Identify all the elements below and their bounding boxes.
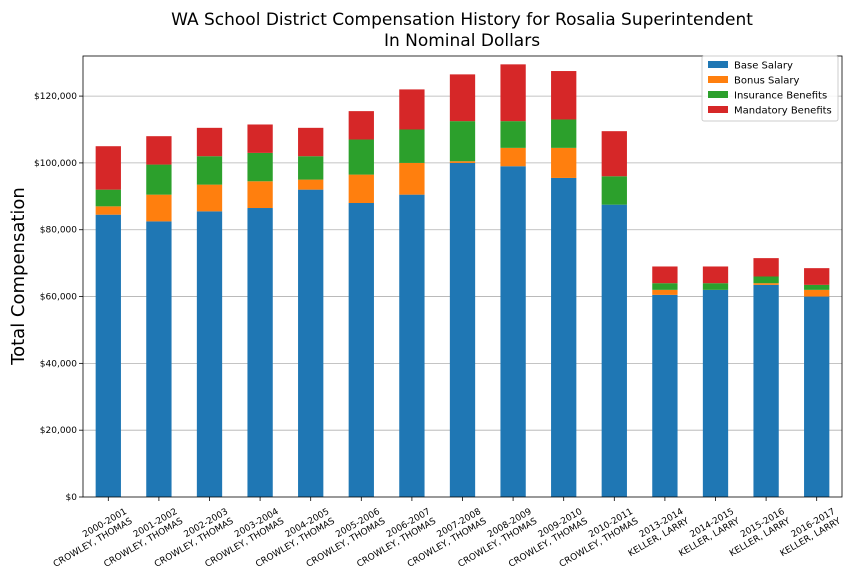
bar-segment: [449, 121, 476, 162]
bar-segment: [500, 121, 526, 148]
bar-segment: [298, 179, 324, 190]
bar-segment: [95, 214, 121, 497]
bar-stack: [652, 266, 678, 497]
bar-stack: [146, 136, 172, 497]
bar-segment: [399, 129, 425, 163]
bar-segment: [146, 221, 172, 497]
y-ticks: $0 $20,000 $40,000 $60,000 $80,000 $100,000 $1…: [34, 92, 83, 503]
bar-segment: [601, 176, 627, 205]
legend-swatch: [708, 106, 728, 113]
bar-segment: [348, 139, 374, 175]
bar-stack: [500, 64, 526, 497]
bar-segment: [399, 162, 425, 195]
y-tick-label: $20,000: [40, 426, 77, 436]
bar-segment: [804, 284, 830, 290]
legend: Base Salary Bonus Salary Insurance Benefit…: [701, 55, 839, 122]
bar-segment: [804, 289, 830, 297]
y-tick-label: $60,000: [40, 293, 77, 303]
bar-segment: [601, 131, 627, 177]
bar-segment: [196, 156, 223, 185]
bar-segment: [804, 296, 830, 497]
bar-segment: [95, 189, 121, 207]
legend-swatch: [708, 61, 728, 68]
bar-stack: [298, 127, 324, 498]
y-tick-label: $120,000: [34, 92, 77, 102]
bar-segment: [804, 268, 830, 285]
bar-segment: [551, 147, 577, 178]
bar-segment: [348, 174, 374, 203]
bar-segment: [500, 147, 526, 167]
y-axis-label: Total Compensation: [8, 187, 29, 366]
bar-segment: [753, 283, 779, 285]
bar-segment: [500, 166, 526, 497]
bar-segment: [652, 289, 678, 295]
bar-segment: [298, 127, 324, 157]
bar-segment: [652, 283, 678, 290]
bar-segment: [146, 164, 172, 195]
bar-segment: [298, 156, 324, 180]
bar-segment: [753, 276, 779, 284]
bar-segment: [551, 177, 577, 497]
bar-segment: [95, 146, 121, 190]
legend-label: Insurance Benefits: [734, 91, 827, 102]
y-tick-label: $80,000: [40, 226, 77, 236]
bar-segment: [449, 74, 476, 122]
bar-stack: [348, 111, 374, 497]
x-ticks: 2000-2001CROWLEY, THOMAS2001-2002CROWLEY…: [52, 497, 843, 570]
bar-stack: [601, 131, 627, 497]
y-tick-label: $40,000: [40, 359, 77, 369]
chart-title-line-2: In Nominal Dollars: [384, 31, 540, 51]
bar-segment: [551, 119, 577, 148]
bar-stack: [399, 89, 425, 498]
bar-segment: [247, 124, 273, 153]
bar-segment: [652, 266, 678, 284]
bar-stack: [196, 127, 223, 497]
bar-segment: [500, 64, 526, 122]
bar-segment: [753, 284, 779, 497]
bar-segment: [196, 211, 223, 497]
bar-stack: [95, 146, 121, 497]
bars: [95, 64, 830, 498]
bar-segment: [399, 89, 425, 130]
bar-segment: [196, 127, 223, 157]
legend-label: Mandatory Benefits: [734, 106, 832, 117]
bar-segment: [753, 258, 779, 277]
y-tick-label: $0: [66, 493, 78, 503]
bar-stack: [702, 266, 729, 497]
bar-segment: [399, 194, 425, 498]
bar-segment: [247, 181, 273, 209]
bar-segment: [601, 204, 627, 497]
legend-swatch: [708, 76, 728, 83]
bar-stack: [804, 268, 830, 497]
bar-segment: [298, 189, 324, 498]
bar-segment: [146, 194, 172, 222]
bar-segment: [702, 283, 729, 290]
bar-segment: [146, 136, 172, 165]
bar-segment: [196, 184, 223, 212]
chart-title-line-1: WA School District Compensation History …: [171, 10, 753, 30]
bar-segment: [95, 206, 121, 215]
bar-segment: [652, 294, 678, 497]
bar-segment: [702, 266, 729, 284]
y-tick-label: $100,000: [34, 159, 77, 169]
bar-stack: [247, 124, 273, 498]
bar-segment: [449, 161, 476, 163]
bar-stack: [753, 258, 779, 497]
bar-segment: [348, 203, 374, 497]
bar-segment: [348, 111, 374, 140]
bar-segment: [551, 71, 577, 120]
legend-swatch: [708, 91, 728, 98]
bar-segment: [247, 208, 273, 498]
bar-segment: [702, 289, 729, 497]
legend-box: [701, 55, 839, 122]
bar-segment: [247, 152, 273, 182]
bar-segment: [449, 162, 476, 497]
bar-stack: [551, 71, 577, 497]
bar-stack: [449, 74, 476, 497]
legend-label: Base Salary: [734, 61, 793, 72]
legend-label: Bonus Salary: [734, 76, 800, 87]
